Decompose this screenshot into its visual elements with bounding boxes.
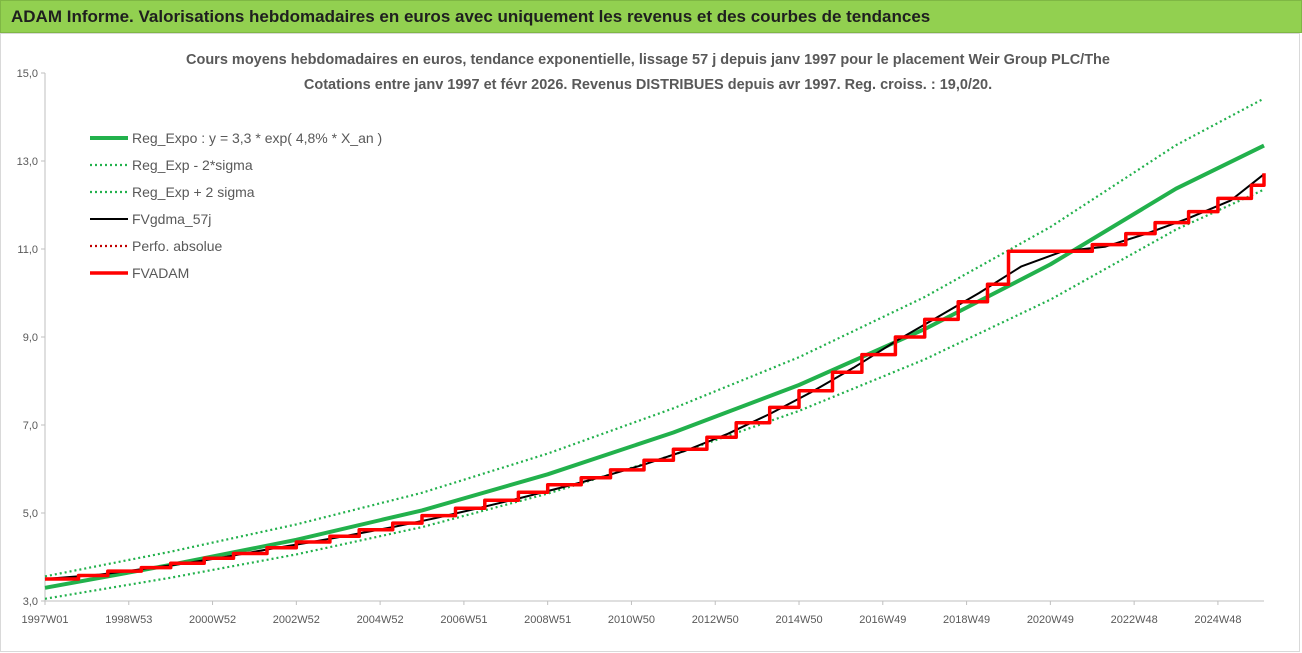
x-tick-label: 2004W52 — [357, 614, 404, 626]
x-tick-label: 2008W51 — [524, 614, 571, 626]
series-line-2 — [44, 97, 1265, 578]
chart-subtitle: Cotations entre janv 1997 et févr 2026. … — [303, 77, 993, 93]
y-tick-label: 15,0 — [17, 68, 38, 80]
legend-label: FVgdma_57j — [132, 211, 211, 227]
legend-label: Reg_Exp + 2 sigma — [132, 184, 255, 200]
y-tick-label: 11,0 — [17, 244, 38, 256]
x-tick-label: 1997W01 — [21, 614, 68, 626]
y-tick-label: 7,0 — [23, 420, 38, 432]
x-tick-label: 2024W48 — [1194, 614, 1241, 626]
x-tick-label: 2000W52 — [189, 614, 236, 626]
legend-label: Reg_Exp - 2*sigma — [132, 157, 253, 173]
y-tick-label: 3,0 — [23, 596, 38, 608]
x-tick-label: 2018W49 — [943, 614, 990, 626]
report-banner: ADAM Informe. Valorisations hebdomadaire… — [0, 0, 1302, 33]
x-tick-label: 2002W52 — [273, 614, 320, 626]
banner-title: ADAM Informe. Valorisations hebdomadaire… — [11, 7, 931, 26]
x-tick-label: 2010W50 — [608, 614, 655, 626]
x-tick-label: 2020W49 — [1027, 614, 1074, 626]
x-tick-label: 2014W50 — [775, 614, 822, 626]
x-tick-label: 1998W53 — [105, 614, 152, 626]
y-tick-label: 5,0 — [23, 508, 38, 520]
x-tick-label: 2012W50 — [692, 614, 739, 626]
x-tick-label: 2022W48 — [1111, 614, 1158, 626]
series-line-3 — [44, 173, 1265, 580]
chart-frame — [0, 33, 1300, 652]
legend-label: FVADAM — [132, 265, 189, 281]
series-line-0 — [44, 143, 1265, 590]
x-tick-label: 2006W51 — [440, 614, 487, 626]
legend-label: Reg_Expo : y = 3,3 * exp( 4,8% * X_an ) — [132, 130, 382, 146]
legend-label: Perfo. absolue — [132, 238, 222, 254]
x-tick-label: 2016W49 — [859, 614, 906, 626]
chart-title: Cours moyens hebdomadaires en euros, ten… — [186, 52, 1110, 68]
y-tick-label: 13,0 — [17, 156, 38, 168]
series-line-5 — [45, 173, 1266, 581]
y-tick-label: 9,0 — [23, 332, 38, 344]
